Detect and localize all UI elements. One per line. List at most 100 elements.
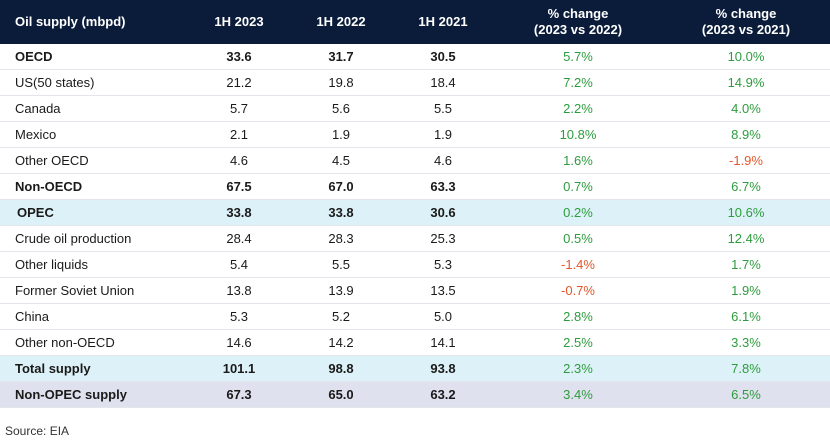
- table-row: Other OECD 4.6 4.5 4.6 1.6% -1.9%: [0, 147, 830, 174]
- table-row: Other non-OECD 14.6 14.2 14.1 2.5% 3.3%: [0, 329, 830, 356]
- row-label: China: [0, 303, 188, 330]
- row-label: Other OECD: [0, 147, 188, 174]
- row-label: Total supply: [0, 355, 188, 382]
- cell-change-2023-vs-2021: 1.7%: [662, 251, 830, 278]
- cell-1h-2023: 4.6: [188, 147, 290, 174]
- cell-change-2023-vs-2022: 2.3%: [494, 355, 662, 382]
- cell-change-2023-vs-2021: 4.0%: [662, 95, 830, 122]
- cell-change-2023-vs-2021: 14.9%: [662, 69, 830, 96]
- cell-1h-2022: 65.0: [290, 381, 392, 408]
- cell-1h-2021: 25.3: [392, 225, 494, 252]
- cell-1h-2022: 98.8: [290, 355, 392, 382]
- cell-1h-2023: 21.2: [188, 69, 290, 96]
- row-label: US(50 states): [0, 69, 188, 96]
- row-label: OECD: [0, 44, 188, 70]
- cell-1h-2023: 33.8: [188, 199, 290, 226]
- cell-change-2023-vs-2021: 10.6%: [662, 199, 830, 226]
- cell-change-2023-vs-2021: 8.9%: [662, 121, 830, 148]
- cell-change-2023-vs-2022: 10.8%: [494, 121, 662, 148]
- cell-1h-2022: 13.9: [290, 277, 392, 304]
- cell-change-2023-vs-2022: 2.8%: [494, 303, 662, 330]
- cell-1h-2021: 30.6: [392, 199, 494, 226]
- cell-1h-2023: 33.6: [188, 44, 290, 70]
- cell-1h-2021: 4.6: [392, 147, 494, 174]
- cell-change-2023-vs-2021: 10.0%: [662, 44, 830, 70]
- cell-1h-2021: 93.8: [392, 355, 494, 382]
- cell-change-2023-vs-2022: 0.2%: [494, 199, 662, 226]
- header-1h-2023: 1H 2023: [188, 0, 290, 44]
- cell-change-2023-vs-2021: -1.9%: [662, 147, 830, 174]
- cell-1h-2023: 5.4: [188, 251, 290, 278]
- cell-1h-2023: 5.3: [188, 303, 290, 330]
- cell-change-2023-vs-2021: 7.8%: [662, 355, 830, 382]
- cell-1h-2022: 67.0: [290, 173, 392, 200]
- source-note: Source: EIA: [5, 424, 70, 438]
- cell-change-2023-vs-2021: 12.4%: [662, 225, 830, 252]
- cell-change-2023-vs-2021: 6.1%: [662, 303, 830, 330]
- cell-1h-2022: 1.9: [290, 121, 392, 148]
- row-label: OPEC: [0, 199, 188, 226]
- cell-1h-2022: 5.6: [290, 95, 392, 122]
- table-row: China 5.3 5.2 5.0 2.8% 6.1%: [0, 303, 830, 330]
- cell-change-2023-vs-2022: -1.4%: [494, 251, 662, 278]
- cell-1h-2021: 63.3: [392, 173, 494, 200]
- cell-1h-2021: 5.5: [392, 95, 494, 122]
- row-label: Other non-OECD: [0, 329, 188, 356]
- cell-1h-2023: 5.7: [188, 95, 290, 122]
- header-1h-2021: 1H 2021: [392, 0, 494, 44]
- table-header: Oil supply (mbpd) 1H 2023 1H 2022 1H 202…: [0, 0, 830, 44]
- row-label: Other liquids: [0, 251, 188, 278]
- table-row: Canada 5.7 5.6 5.5 2.2% 4.0%: [0, 95, 830, 122]
- cell-1h-2023: 14.6: [188, 329, 290, 356]
- cell-1h-2023: 67.3: [188, 381, 290, 408]
- cell-1h-2023: 2.1: [188, 121, 290, 148]
- cell-1h-2021: 5.3: [392, 251, 494, 278]
- table-body: OECD 33.6 31.7 30.5 5.7% 10.0% US(50 states) 21…: [0, 44, 830, 408]
- table-row: Non-OPEC supply 67.3 65.0 63.2 3.4% 6.5%: [0, 381, 830, 408]
- oil-supply-table: Oil supply (mbpd) 1H 2023 1H 2022 1H 202…: [0, 0, 830, 408]
- header-row: Oil supply (mbpd) 1H 2023 1H 2022 1H 202…: [0, 0, 830, 44]
- header-change-2023-vs-2022: % change (2023 vs 2022): [494, 0, 662, 44]
- cell-1h-2022: 5.2: [290, 303, 392, 330]
- table-row: Total supply 101.1 98.8 93.8 2.3% 7.8%: [0, 355, 830, 382]
- table-row: Crude oil production 28.4 28.3 25.3 0.5% 12.4…: [0, 225, 830, 252]
- cell-change-2023-vs-2022: 1.6%: [494, 147, 662, 174]
- table-row: OPEC 33.8 33.8 30.6 0.2% 10.6%: [0, 199, 830, 226]
- cell-1h-2022: 33.8: [290, 199, 392, 226]
- cell-1h-2022: 5.5: [290, 251, 392, 278]
- header-change-2023-vs-2021: % change (2023 vs 2021): [662, 0, 830, 44]
- cell-1h-2021: 13.5: [392, 277, 494, 304]
- cell-change-2023-vs-2021: 1.9%: [662, 277, 830, 304]
- row-label: Crude oil production: [0, 225, 188, 252]
- row-label: Non-OECD: [0, 173, 188, 200]
- cell-1h-2022: 28.3: [290, 225, 392, 252]
- cell-1h-2022: 19.8: [290, 69, 392, 96]
- table-row: Mexico 2.1 1.9 1.9 10.8% 8.9%: [0, 121, 830, 148]
- header-1h-2022: 1H 2022: [290, 0, 392, 44]
- cell-change-2023-vs-2022: 2.5%: [494, 329, 662, 356]
- row-label: Non-OPEC supply: [0, 381, 188, 408]
- cell-1h-2021: 14.1: [392, 329, 494, 356]
- cell-1h-2022: 4.5: [290, 147, 392, 174]
- cell-change-2023-vs-2022: 7.2%: [494, 69, 662, 96]
- row-label: Former Soviet Union: [0, 277, 188, 304]
- cell-1h-2023: 67.5: [188, 173, 290, 200]
- cell-change-2023-vs-2022: 0.5%: [494, 225, 662, 252]
- table-row: Other liquids 5.4 5.5 5.3 -1.4% 1.7%: [0, 251, 830, 278]
- table-row: OECD 33.6 31.7 30.5 5.7% 10.0%: [0, 44, 830, 70]
- cell-change-2023-vs-2022: 5.7%: [494, 44, 662, 70]
- cell-change-2023-vs-2021: 3.3%: [662, 329, 830, 356]
- cell-1h-2021: 1.9: [392, 121, 494, 148]
- cell-1h-2022: 14.2: [290, 329, 392, 356]
- table-row: US(50 states) 21.2 19.8 18.4 7.2% 14.9%: [0, 69, 830, 96]
- cell-change-2023-vs-2022: 0.7%: [494, 173, 662, 200]
- cell-1h-2023: 28.4: [188, 225, 290, 252]
- cell-change-2023-vs-2021: 6.7%: [662, 173, 830, 200]
- cell-1h-2021: 63.2: [392, 381, 494, 408]
- cell-change-2023-vs-2022: 2.2%: [494, 95, 662, 122]
- cell-change-2023-vs-2022: 3.4%: [494, 381, 662, 408]
- cell-change-2023-vs-2021: 6.5%: [662, 381, 830, 408]
- row-label: Mexico: [0, 121, 188, 148]
- cell-change-2023-vs-2022: -0.7%: [494, 277, 662, 304]
